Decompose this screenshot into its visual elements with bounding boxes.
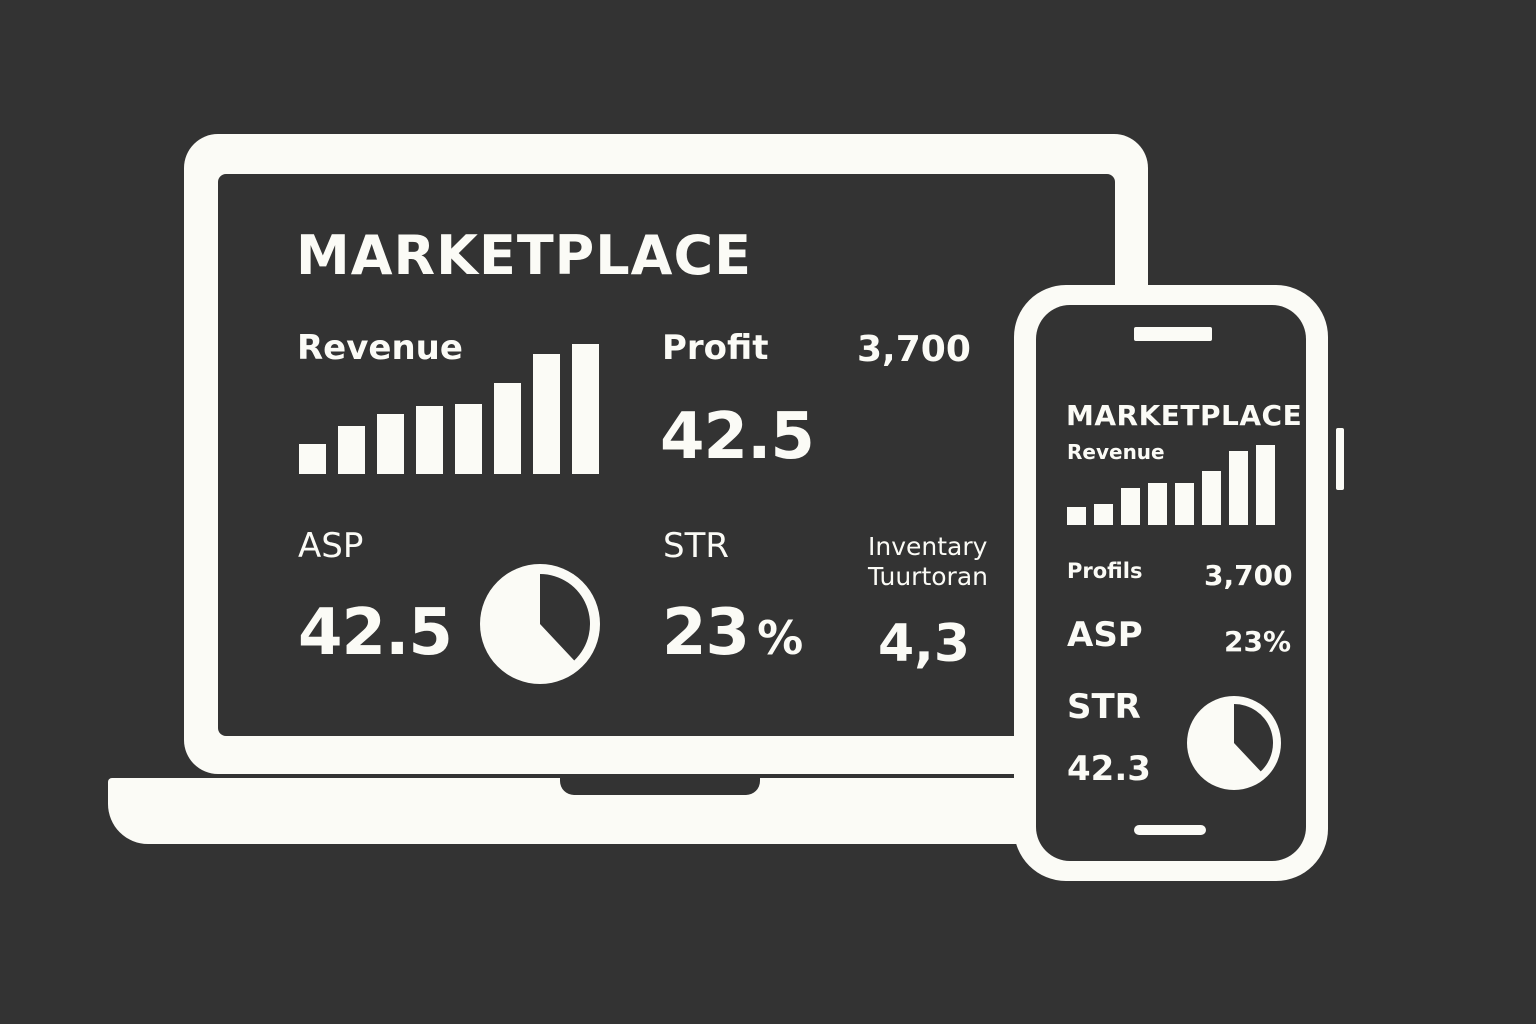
phone-revenue-bar-chart: [1067, 445, 1275, 525]
phone-revenue-bar-2: [1094, 504, 1113, 525]
phone-revenue-bar-6: [1202, 471, 1221, 525]
laptop-revenue-bar-6: [494, 383, 521, 474]
laptop-inventory-value: 4,3: [878, 614, 971, 674]
phone-revenue-bar-4: [1148, 483, 1167, 525]
laptop-revenue-bar-4: [416, 406, 443, 474]
laptop-trackpad-notch: [560, 778, 760, 795]
phone-revenue-bar-8: [1256, 445, 1275, 525]
laptop-top-right-value: 3,700: [857, 329, 971, 370]
laptop-asp-label: ASP: [298, 526, 364, 566]
phone-revenue-bar-5: [1175, 483, 1194, 525]
laptop-inventory-label-line2: Tuurtoran: [868, 562, 988, 591]
phone-revenue-bar-7: [1229, 451, 1248, 525]
phone-screen: MARKETPLACE Revenue Profils 3,700 ASP 23…: [1036, 305, 1306, 861]
laptop-str-metric: 23%: [662, 596, 803, 670]
phone-pie-slice: [1234, 704, 1274, 772]
phone-profits-value: 3,700: [1204, 559, 1293, 592]
laptop-str-unit: %: [757, 611, 804, 665]
laptop-revenue-bar-8: [572, 344, 599, 474]
phone-str-pie-chart: [1187, 696, 1281, 790]
laptop-dashboard-title: MARKETPLACE: [296, 224, 752, 287]
phone-revenue-bar-3: [1121, 488, 1140, 525]
laptop-revenue-bar-3: [377, 414, 404, 474]
laptop-str-value: 23: [662, 596, 750, 670]
phone-speaker: [1134, 327, 1212, 341]
laptop-revenue-bar-5: [455, 404, 482, 474]
laptop-profit-label: Profit: [662, 328, 769, 368]
laptop-asp-pie-chart: [480, 564, 600, 684]
laptop-screen: MARKETPLACE Revenue Profit 42.5 3,700 AS…: [218, 174, 1115, 736]
phone-revenue-bar-1: [1067, 507, 1086, 525]
phone-side-button: [1336, 428, 1344, 490]
laptop-revenue-label: Revenue: [297, 328, 463, 368]
phone-str-value: 42.3: [1067, 749, 1151, 789]
laptop-asp-value: 42.5: [298, 596, 453, 670]
laptop-revenue-bar-chart: [299, 344, 599, 474]
laptop-pie-slice: [540, 574, 591, 661]
laptop-str-label: STR: [663, 526, 729, 566]
phone-asp-value: 23%: [1224, 625, 1292, 658]
laptop-inventory-label: Inventary Tuurtoran: [868, 532, 988, 592]
phone-asp-label: ASP: [1067, 615, 1143, 655]
phone-revenue-label: Revenue: [1067, 440, 1165, 464]
phone-profits-label: Profils: [1067, 559, 1143, 583]
laptop-revenue-bar-7: [533, 354, 560, 474]
laptop-profit-value: 42.5: [660, 400, 815, 474]
laptop-revenue-bar-2: [338, 426, 365, 474]
laptop-inventory-label-line1: Inventary: [868, 532, 988, 561]
phone-home-indicator: [1134, 825, 1206, 835]
phone-frame: MARKETPLACE Revenue Profils 3,700 ASP 23…: [1014, 285, 1328, 881]
phone-dashboard-title: MARKETPLACE: [1066, 399, 1303, 432]
laptop-revenue-bar-1: [299, 444, 326, 474]
phone-str-label: STR: [1067, 687, 1141, 727]
